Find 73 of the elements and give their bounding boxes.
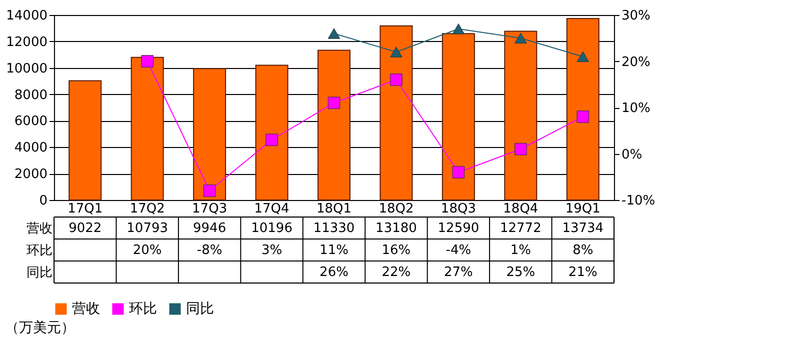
x-tick-label: 17Q4	[254, 202, 290, 216]
x-tick-label: 18Q2	[378, 202, 414, 216]
y-tick-label: 0	[39, 194, 48, 208]
x-tick-label: 17Q3	[192, 202, 228, 216]
x-tick-label: 19Q1	[565, 202, 600, 216]
point	[452, 166, 465, 178]
bar	[442, 33, 475, 200]
bar	[68, 80, 102, 200]
data-label: 12772	[500, 221, 542, 236]
data-label: 8%	[572, 243, 594, 258]
bar	[255, 64, 288, 200]
x-tick-label: 17Q1	[68, 202, 103, 216]
x-tick-label: 18Q1	[316, 202, 352, 216]
data-label: 21%	[568, 265, 598, 280]
data-label: 13734	[562, 221, 604, 236]
text: 营收	[26, 222, 52, 236]
data-label: 1%	[510, 243, 531, 258]
x-tick-label: 18Q3	[440, 202, 476, 216]
y2-tick-label: -10%	[622, 194, 656, 208]
legend-label: 环比	[129, 301, 157, 317]
data-label: 25%	[506, 265, 536, 280]
bar	[504, 30, 538, 200]
y2-tick-label: 30%	[622, 8, 650, 24]
y-tick-label: 10000	[6, 61, 48, 76]
point	[576, 110, 590, 123]
data-label: 16%	[382, 243, 411, 258]
data-label: -4%	[446, 243, 472, 258]
legend-label: 同比	[186, 301, 214, 317]
data-label: 9946	[193, 221, 226, 236]
x-tick-label: 18Q4	[503, 202, 538, 216]
data-label: -8%	[196, 243, 222, 258]
data-label: 10793	[126, 221, 168, 236]
point	[266, 134, 278, 146]
point	[514, 32, 527, 44]
point	[328, 96, 340, 110]
bar	[130, 56, 164, 200]
text: （万美元）	[5, 320, 76, 336]
y-tick-label: 4000	[14, 140, 48, 156]
data-label: 22%	[382, 265, 411, 280]
point	[328, 28, 340, 39]
legend-label: 营收	[72, 301, 100, 317]
bar	[566, 18, 600, 200]
point	[390, 46, 402, 58]
data-label: 26%	[320, 265, 348, 280]
point	[576, 51, 590, 62]
text: 环比	[26, 244, 52, 258]
data-label: 10196	[251, 221, 292, 236]
data-label: 12590	[438, 221, 480, 236]
y-tick-label: 8000	[14, 88, 48, 103]
y-tick-label: 2000	[14, 167, 48, 182]
text: 同比	[26, 266, 52, 280]
y-tick-label: 12000	[6, 34, 48, 50]
point	[514, 142, 527, 156]
y-tick-label: 6000	[14, 114, 48, 130]
bar	[193, 68, 226, 200]
point	[390, 74, 402, 86]
data-label: 11%	[320, 243, 348, 258]
y2-tick-label: 0%	[622, 147, 642, 162]
y2-tick-label: 10%	[622, 101, 650, 116]
bar	[380, 25, 413, 200]
data-label: 13180	[376, 221, 417, 236]
x-tick-label: 17Q2	[130, 202, 165, 216]
y-tick-label: 14000	[6, 8, 48, 24]
y2-tick-label: 20%	[622, 54, 650, 70]
point	[141, 55, 154, 68]
data-label: 20%	[132, 243, 162, 258]
data-label: 9022	[68, 221, 102, 236]
bar	[318, 50, 350, 200]
point	[452, 24, 465, 34]
data-label: 3%	[261, 243, 282, 258]
point	[203, 184, 216, 197]
data-label: 11330	[313, 221, 355, 236]
data-label: 27%	[444, 265, 473, 280]
